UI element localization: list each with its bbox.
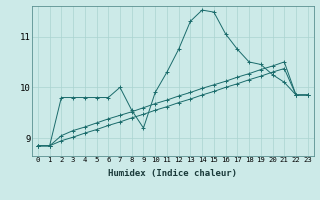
X-axis label: Humidex (Indice chaleur): Humidex (Indice chaleur) xyxy=(108,169,237,178)
